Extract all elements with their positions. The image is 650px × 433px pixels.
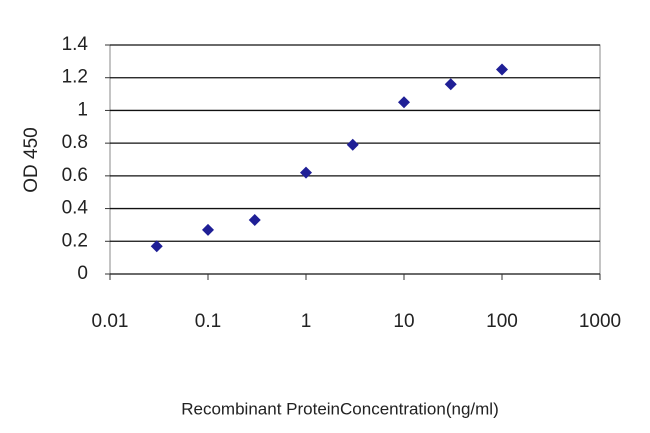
x-tick-label: 1000 [579,311,621,332]
plot-frame [109,44,601,275]
data-point [346,138,359,151]
data-point [150,240,163,253]
y-tick-label: 0.4 [62,198,89,219]
data-point [248,214,261,227]
y-tick-label: 0.8 [62,132,88,153]
y-tick-label: 1.2 [62,67,88,88]
x-axis-label: Recombinant ProteinConcentration(ng/ml) [181,399,499,418]
y-tick-label: 1 [77,99,88,120]
y-tick-label: 0 [77,263,88,284]
y-tick-label: 0.6 [62,165,88,186]
data-point [202,223,214,236]
x-tick-label: 100 [486,311,518,332]
data-point [444,78,457,91]
data-point [300,166,312,179]
y-tick-label: 0.2 [62,230,88,251]
x-tick-label: 0.01 [92,311,129,332]
x-tick-label: 10 [393,311,414,332]
y-tick-label: 1.4 [62,34,89,55]
data-point [496,63,508,76]
x-tick-label: 0.1 [195,311,221,332]
y-axis-label: OD 450 [21,127,42,192]
data-point [398,96,410,109]
x-tick-label: 1 [301,311,312,332]
